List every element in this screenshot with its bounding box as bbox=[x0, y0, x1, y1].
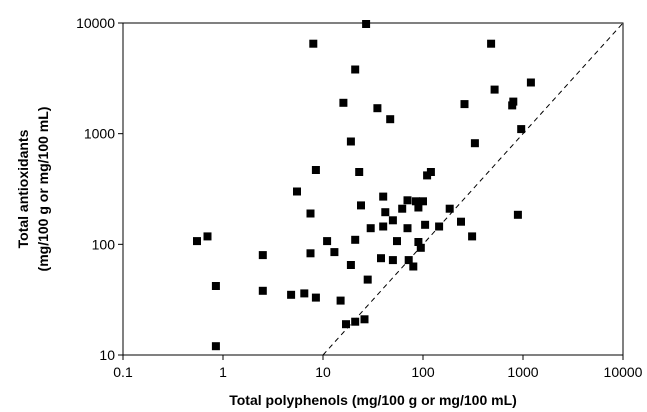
y-axis-title-line1: Total antioxidants bbox=[15, 129, 31, 248]
y-tick-label: 100 bbox=[92, 236, 116, 252]
x-tick-label: 10 bbox=[315, 364, 331, 380]
data-point bbox=[513, 210, 522, 219]
data-point bbox=[311, 166, 320, 174]
y-axis-ticks bbox=[118, 22, 123, 356]
data-point bbox=[258, 286, 267, 295]
data-point bbox=[330, 248, 339, 257]
data-point bbox=[323, 237, 332, 246]
data-point bbox=[211, 282, 220, 290]
data-point bbox=[414, 238, 423, 246]
data-point bbox=[435, 222, 444, 231]
data-point bbox=[193, 237, 201, 246]
data-point bbox=[403, 196, 412, 205]
y-axis-tick-labels: 10 100 1000 10000 bbox=[76, 15, 115, 363]
data-point bbox=[377, 254, 385, 263]
x-tick-label: 1000 bbox=[507, 364, 538, 380]
data-point bbox=[336, 296, 345, 305]
data-point bbox=[366, 224, 375, 233]
data-point bbox=[487, 39, 496, 48]
data-point bbox=[339, 98, 348, 107]
x-axis-title: Total polyphenols (mg/100 g or mg/100 mL… bbox=[229, 392, 517, 408]
y-tick-label: 10 bbox=[99, 347, 115, 363]
data-point bbox=[470, 139, 479, 148]
data-points bbox=[193, 20, 535, 351]
data-point bbox=[351, 235, 360, 244]
data-point bbox=[419, 197, 427, 206]
x-axis-tick-labels: 0.1 1 10 100 1000 10000 bbox=[113, 364, 642, 380]
data-point bbox=[379, 222, 388, 231]
data-point bbox=[342, 320, 350, 329]
x-tick-label: 100 bbox=[411, 364, 435, 380]
data-point bbox=[379, 192, 388, 201]
data-point bbox=[351, 317, 360, 326]
data-point bbox=[411, 197, 420, 206]
plot-area bbox=[122, 22, 624, 356]
data-point bbox=[509, 97, 518, 106]
x-tick-label: 1 bbox=[219, 364, 227, 380]
data-point bbox=[490, 85, 499, 94]
data-point bbox=[414, 203, 423, 212]
y-axis-title: Total antioxidants (mg/100 g or mg/100 m… bbox=[15, 107, 51, 272]
data-point bbox=[460, 100, 469, 109]
data-point bbox=[346, 261, 355, 269]
data-point bbox=[360, 315, 369, 324]
data-point bbox=[351, 65, 360, 74]
data-point bbox=[445, 204, 454, 213]
data-point bbox=[258, 251, 267, 260]
data-point bbox=[388, 216, 397, 225]
data-point bbox=[362, 20, 371, 28]
data-point bbox=[426, 168, 435, 176]
data-point bbox=[373, 104, 382, 113]
data-point bbox=[416, 243, 425, 252]
x-tick-label: 10000 bbox=[604, 364, 643, 380]
data-point bbox=[526, 78, 535, 87]
data-point bbox=[386, 115, 395, 124]
data-point bbox=[211, 342, 220, 351]
data-point bbox=[468, 232, 477, 241]
data-point bbox=[381, 208, 390, 217]
data-point bbox=[309, 39, 318, 48]
data-point bbox=[457, 217, 465, 226]
data-point bbox=[203, 232, 212, 241]
data-point bbox=[346, 137, 355, 146]
data-point bbox=[409, 262, 418, 271]
y-tick-label: 10000 bbox=[76, 15, 115, 31]
data-point bbox=[398, 204, 407, 213]
data-point bbox=[393, 237, 401, 246]
y-tick-label: 1000 bbox=[84, 126, 115, 142]
data-point bbox=[355, 168, 364, 176]
data-point bbox=[287, 290, 296, 299]
reference-line-y-equals-x bbox=[322, 22, 624, 356]
x-axis-ticks bbox=[122, 355, 624, 360]
data-point bbox=[404, 256, 413, 265]
data-point bbox=[306, 249, 315, 258]
data-point bbox=[517, 125, 526, 134]
data-point bbox=[363, 275, 372, 284]
x-tick-label: 0.1 bbox=[113, 364, 133, 380]
data-point bbox=[311, 293, 320, 302]
y-axis-title-line2: (mg/100 g or mg/100 mL) bbox=[35, 107, 51, 272]
data-point bbox=[403, 224, 412, 233]
data-point bbox=[306, 209, 315, 218]
data-point bbox=[300, 289, 309, 298]
data-point bbox=[357, 201, 365, 210]
data-point bbox=[388, 256, 397, 265]
data-point bbox=[293, 187, 301, 196]
data-point bbox=[421, 220, 430, 229]
